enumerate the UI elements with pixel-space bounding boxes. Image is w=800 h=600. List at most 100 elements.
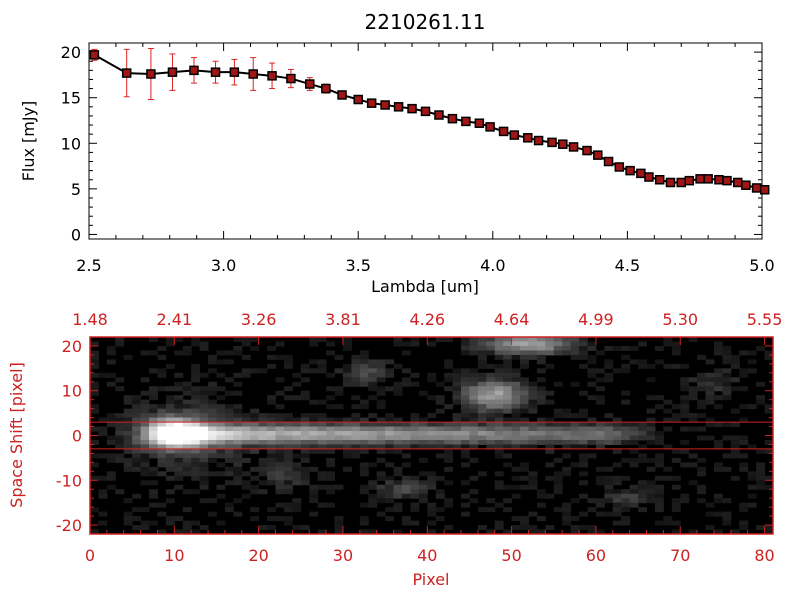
image-pixel <box>528 386 538 392</box>
image-pixel <box>157 435 167 441</box>
image-pixel <box>469 345 479 351</box>
image-pixel <box>469 350 479 356</box>
image-pixel <box>722 466 732 472</box>
top-tick-label: 2.41 <box>157 310 193 329</box>
data-point <box>167 67 178 77</box>
image-pixel <box>654 498 664 504</box>
image-pixel <box>132 444 142 450</box>
image-pixel <box>747 484 757 490</box>
image-pixel <box>149 480 158 486</box>
image-pixel <box>393 444 403 450</box>
image-pixel <box>90 381 99 387</box>
image-pixel <box>486 377 496 383</box>
image-pixel <box>376 386 386 392</box>
image-pixel <box>300 426 310 432</box>
image-pixel <box>410 489 420 495</box>
image-pixel <box>224 502 234 508</box>
image-pixel <box>216 444 226 450</box>
image-pixel <box>646 395 656 401</box>
image-pixel <box>503 341 513 347</box>
image-pixel <box>469 390 479 396</box>
image-pixel <box>191 475 201 481</box>
image-pixel <box>224 431 234 436</box>
image-pixel <box>208 439 217 445</box>
image-pixel <box>705 502 715 508</box>
image-pixel <box>224 444 234 450</box>
image-pixel <box>511 431 521 436</box>
image-pixel <box>444 404 454 410</box>
image-pixel <box>697 457 707 463</box>
image-pixel <box>283 422 293 428</box>
image-pixel <box>612 417 622 423</box>
image-pixel <box>106 471 116 477</box>
image-pixel <box>747 444 757 450</box>
image-pixel <box>545 426 555 432</box>
image-pixel <box>275 484 285 490</box>
image-pixel <box>317 417 327 423</box>
image-pixel <box>503 507 513 513</box>
image-pixel <box>317 413 327 419</box>
image-pixel <box>579 363 588 369</box>
image-pixel <box>300 377 310 383</box>
image-pixel <box>401 489 411 495</box>
image-pixel <box>545 399 555 405</box>
image-pixel <box>705 417 715 423</box>
image-pixel <box>283 520 293 526</box>
image-pixel <box>562 507 572 513</box>
image-pixel <box>351 354 361 360</box>
image-pixel <box>317 475 327 481</box>
image-pixel <box>140 480 150 486</box>
image-pixel <box>292 435 302 441</box>
image-pixel <box>385 507 395 513</box>
image-pixel <box>427 520 437 526</box>
image-pixel <box>174 462 184 468</box>
image-pixel <box>140 525 150 531</box>
image-pixel <box>722 386 732 392</box>
image-pixel <box>579 435 588 441</box>
image-pixel <box>90 390 99 396</box>
image-pixel <box>612 493 622 499</box>
image-pixel <box>385 484 395 490</box>
image-pixel <box>621 422 631 428</box>
image-pixel <box>705 399 715 405</box>
image-pixel <box>680 386 690 392</box>
image-pixel <box>435 426 445 432</box>
image-pixel <box>553 408 563 414</box>
image-pixel <box>123 516 133 522</box>
image-pixel <box>208 498 217 504</box>
image-pixel <box>106 372 116 378</box>
image-pixel <box>553 489 563 495</box>
x-tick-label: 60 <box>586 546 606 565</box>
image-pixel <box>722 422 732 428</box>
image-pixel <box>410 507 420 513</box>
image-pixel <box>410 484 420 490</box>
image-pixel <box>494 520 504 526</box>
image-pixel <box>629 359 639 365</box>
image-pixel <box>309 484 319 490</box>
image-pixel <box>579 511 588 517</box>
image-pixel <box>292 395 302 401</box>
image-pixel <box>376 444 386 450</box>
image-pixel <box>165 337 175 342</box>
image-pixel <box>123 466 133 472</box>
image-pixel <box>629 448 639 454</box>
image-pixel <box>149 444 158 450</box>
image-pixel <box>444 498 454 504</box>
image-pixel <box>165 426 175 432</box>
image-pixel <box>174 457 184 463</box>
image-pixel <box>191 439 201 445</box>
image-pixel <box>410 520 420 526</box>
data-point <box>321 83 331 94</box>
image-pixel <box>503 431 513 436</box>
image-pixel <box>494 484 504 490</box>
image-pixel <box>705 395 715 401</box>
image-pixel <box>570 354 580 360</box>
image-pixel <box>713 529 723 535</box>
image-pixel <box>191 444 201 450</box>
image-pixel <box>368 480 378 486</box>
image-pixel <box>267 466 276 472</box>
image-pixel <box>494 345 504 351</box>
image-pixel <box>511 354 521 360</box>
image-pixel <box>477 395 487 401</box>
image-pixel <box>536 516 546 522</box>
